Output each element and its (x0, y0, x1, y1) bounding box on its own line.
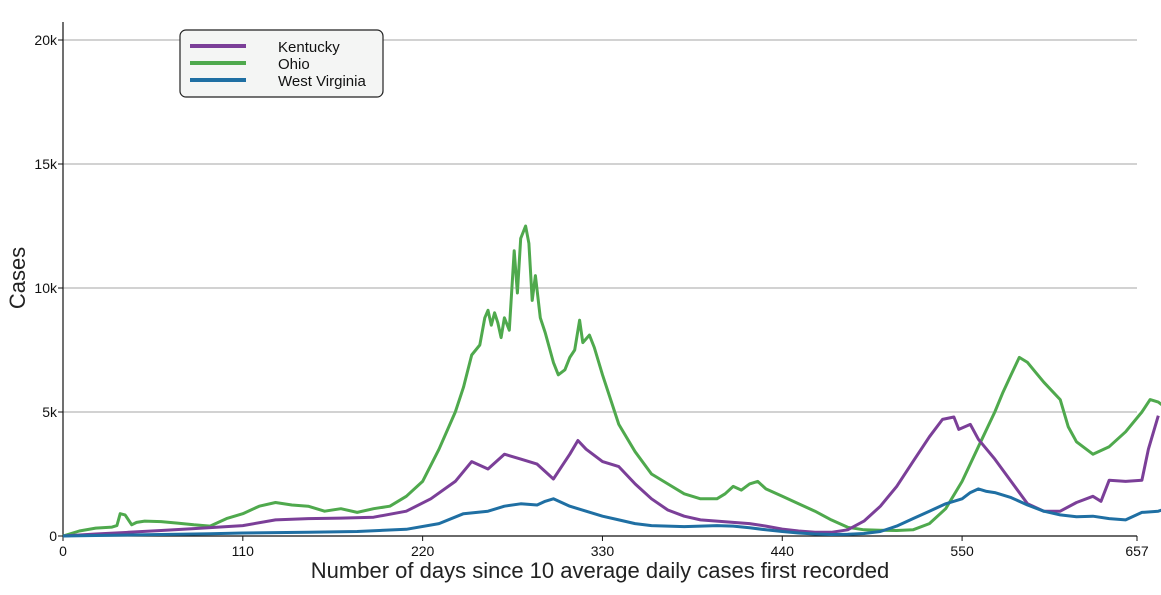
y-axis-ticks: 0 5k 10k 15k 20k (34, 32, 63, 544)
series-line-kentucky (62, 415, 1160, 538)
x-tick-label: 440 (771, 543, 795, 559)
y-axis-title: Cases (5, 247, 30, 309)
x-tick-label: 110 (232, 543, 255, 559)
x-tick-label: 657 (1125, 543, 1149, 559)
y-tick-label: 20k (34, 32, 58, 48)
legend: Kentucky Ohio West Virginia (179, 29, 384, 98)
series-line-ohio (62, 224, 1161, 538)
y-tick-label: 15k (34, 156, 58, 172)
y-tick-label: 0 (49, 528, 57, 544)
x-tick-label: 330 (591, 543, 615, 559)
y-tick-label: 5k (42, 404, 58, 420)
x-axis-title: Number of days since 10 average daily ca… (311, 558, 889, 583)
axes (62, 22, 1137, 537)
series-lines (62, 224, 1161, 538)
legend-label-kentucky: Kentucky (278, 39, 340, 56)
series-line-west-virginia (62, 487, 1161, 538)
y-tick-label: 10k (34, 280, 58, 296)
x-tick-label: 220 (411, 543, 435, 559)
x-tick-label: 0 (59, 543, 67, 559)
x-axis-ticks: 0 110 220 330 440 550 657 (59, 536, 1149, 559)
legend-label-west-virginia: West Virginia (278, 73, 366, 90)
legend-label-ohio: Ohio (278, 56, 310, 73)
x-tick-label: 550 (950, 543, 974, 559)
